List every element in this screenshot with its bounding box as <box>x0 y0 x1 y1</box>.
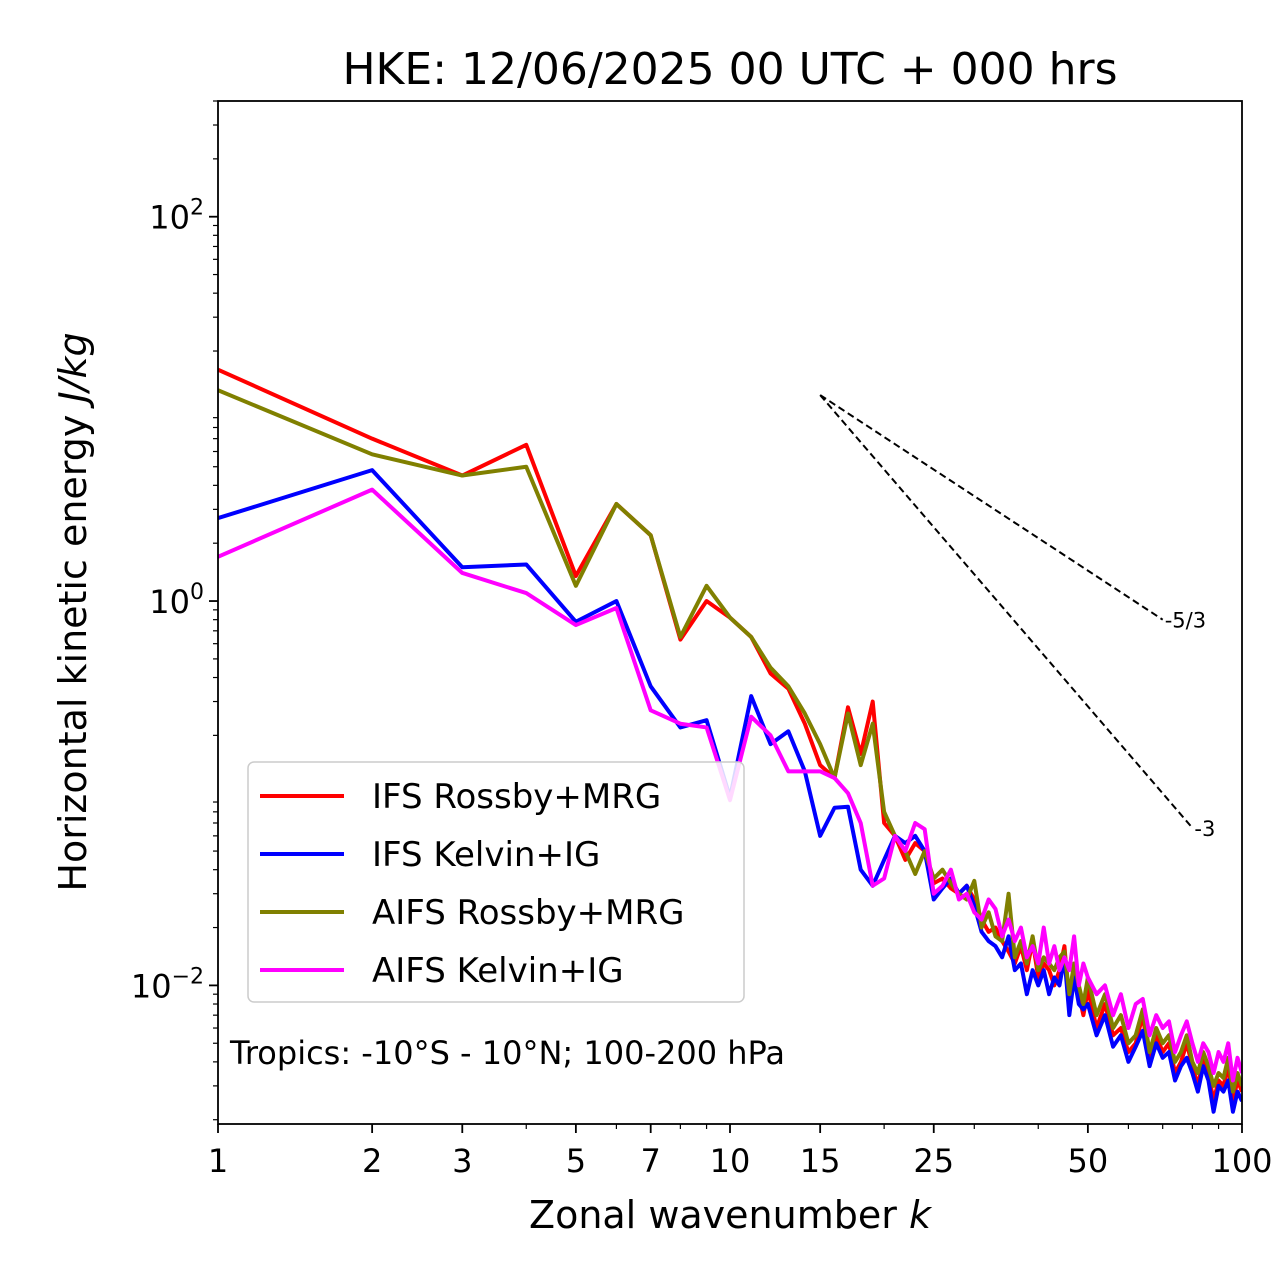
series-line-3 <box>218 487 1242 1083</box>
legend-label-0: IFS Rossby+MRG <box>372 777 661 817</box>
x-tick-label: 5 <box>566 1142 586 1180</box>
reference-line-label-1: -3 <box>1194 817 1215 841</box>
legend-box <box>247 761 745 1003</box>
y-tick-label: 100 <box>149 580 204 621</box>
x-tick-label: 10 <box>710 1142 751 1180</box>
reference-slopes: -5/3 -3 <box>819 394 1215 841</box>
region-annotation: Tropics: -10°S - 10°N; 100-200 hPa <box>229 1034 785 1072</box>
reference-line-0 <box>819 394 1164 621</box>
reference-line-label-0: -5/3 <box>1165 609 1206 633</box>
x-tick-label: 15 <box>800 1142 841 1180</box>
x-tick-label: 2 <box>362 1142 382 1180</box>
y-axis-ticks: 10−2 100 102 <box>131 100 218 1121</box>
legend: IFS Rossby+MRG IFS Kelvin+IG AIFS Rossby+M… <box>247 761 745 1003</box>
x-tick-label: 1 <box>208 1142 228 1180</box>
series-lines <box>218 367 1242 1114</box>
chart-title: HKE: 12/06/2025 00 UTC + 000 hrs <box>342 44 1117 95</box>
x-tick-label: 25 <box>913 1142 954 1180</box>
legend-label-1: IFS Kelvin+IG <box>372 835 600 875</box>
x-tick-label: 100 <box>1211 1142 1272 1180</box>
series-line-1 <box>218 468 1242 1114</box>
y-axis-label: Horizontal kinetic energy J/kg <box>51 332 95 891</box>
series-line-0 <box>218 367 1242 1104</box>
y-tick-label: 102 <box>149 196 204 237</box>
series-line-2 <box>218 388 1242 1094</box>
x-tick-label: 7 <box>641 1142 661 1180</box>
x-axis-ticks: 1 2 3 5 7 10 15 25 50 100 <box>208 1124 1273 1180</box>
legend-label-2: AIFS Rossby+MRG <box>372 893 684 933</box>
x-tick-label: 50 <box>1068 1142 1109 1180</box>
x-tick-label: 3 <box>452 1142 472 1180</box>
x-axis-label: Zonal wavenumber k <box>529 1193 933 1237</box>
y-tick-label: 10−2 <box>131 964 204 1005</box>
legend-label-3: AIFS Kelvin+IG <box>372 951 624 991</box>
reference-line-1 <box>819 394 1194 829</box>
